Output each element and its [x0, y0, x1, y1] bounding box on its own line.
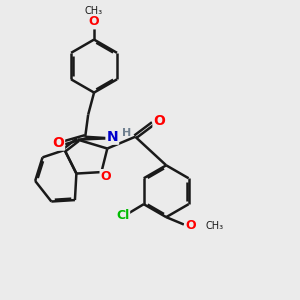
Text: O: O [52, 136, 64, 150]
Text: N: N [106, 130, 118, 144]
Text: CH₃: CH₃ [85, 6, 103, 16]
Text: Cl: Cl [116, 209, 129, 223]
Text: CH₃: CH₃ [206, 221, 224, 231]
Text: O: O [154, 114, 165, 128]
Text: O: O [89, 15, 99, 28]
Text: H: H [122, 128, 132, 138]
Text: O: O [185, 220, 196, 232]
Text: O: O [100, 170, 111, 183]
